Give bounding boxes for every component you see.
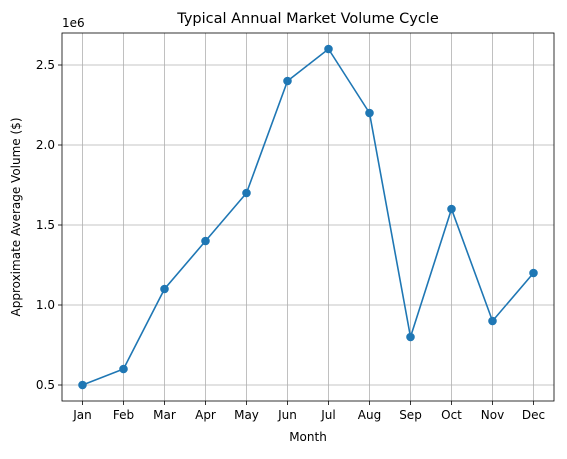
x-tick-label: Mar: [153, 408, 176, 422]
x-tick-label: Jan: [72, 408, 92, 422]
data-point: [160, 284, 169, 294]
data-point: [78, 380, 87, 390]
x-tick-label: May: [234, 408, 259, 422]
x-tick-label: Jun: [277, 408, 297, 422]
data-point: [283, 76, 292, 86]
data-point: [488, 316, 497, 326]
data-point: [365, 108, 374, 118]
x-axis-label: Month: [289, 430, 327, 444]
data-point: [119, 364, 128, 374]
y-tick-label: 2.5: [36, 58, 55, 72]
series-layer: [78, 44, 538, 390]
x-tick-label: Nov: [481, 408, 504, 422]
x-tick-label: Feb: [113, 408, 134, 422]
data-point: [242, 188, 251, 198]
series-line: [82, 47, 535, 386]
y-tick-label: 0.5: [36, 378, 55, 392]
x-tick-label: Oct: [441, 408, 462, 422]
y-tick-label: 1.5: [36, 218, 55, 232]
x-tick-label: Dec: [522, 408, 545, 422]
data-point: [529, 268, 538, 278]
data-point: [324, 44, 333, 54]
y-axis-label: Approximate Average Volume ($): [9, 117, 23, 316]
axis-ticks: Jan Feb Mar Apr May Jun Jul Aug Sep Oct Nov Dec 0.5 1…: [36, 58, 545, 422]
data-point: [447, 204, 456, 214]
plot-frame: [61, 32, 555, 402]
x-tick-label: Sep: [399, 408, 422, 422]
y-axis-scale-label: 1e6: [62, 16, 85, 30]
x-tick-label: Jul: [320, 408, 335, 422]
y-tick-label: 1.0: [36, 298, 55, 312]
chart-title: Typical Annual Market Volume Cycle: [176, 11, 439, 27]
x-tick-label: Apr: [195, 408, 216, 422]
data-point: [201, 236, 210, 246]
data-point: [406, 332, 415, 342]
x-tick-label: Aug: [358, 408, 381, 422]
y-tick-label: 2.0: [36, 138, 55, 152]
